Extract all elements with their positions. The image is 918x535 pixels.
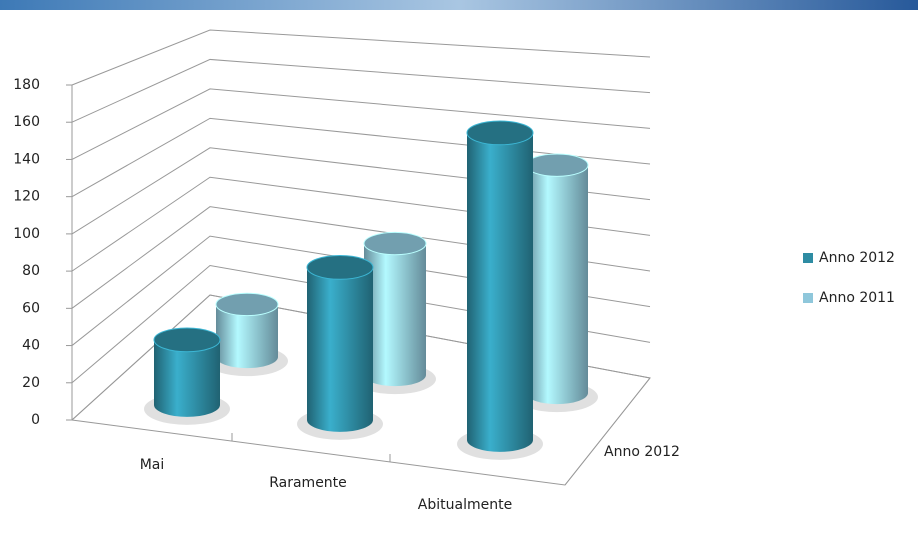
legend-swatch [803,253,813,263]
y-tick-label: 120 [13,189,40,205]
legend-label: Anno 2012 [819,250,895,266]
cylinder-body [364,243,426,387]
cylinder-top [466,120,534,146]
cylinder [354,231,436,395]
x-tick-label: Raramente [269,475,347,491]
plot [144,120,598,460]
grid-line [71,58,651,123]
y-tick-label: 100 [13,226,40,242]
y-tick-label: 0 [31,412,40,428]
legend: Anno 2012 Anno 2011 [803,250,895,306]
y-tick-label: 40 [22,338,40,354]
y-tick-label: 160 [13,114,40,130]
cylinder-body [467,132,533,452]
banner [0,0,918,10]
cylinder [516,153,598,413]
cylinder-top [215,292,279,317]
grid-line [71,88,651,160]
y-tick-label: 20 [22,375,40,391]
cylinder-top [306,255,374,280]
cylinder [457,120,543,460]
legend-label: Anno 2011 [819,290,895,306]
y-tick-label: 180 [13,77,40,93]
cylinder-body [526,165,588,405]
y-tick-label: 80 [22,263,40,279]
cylinder-body [154,339,220,417]
cylinder-body [216,304,278,369]
cylinder [206,292,288,377]
series-axis-label: Anno 2012 [604,444,680,460]
cylinder-top [525,153,589,177]
grid: 0 20 40 60 80 100 120 140 160 180 Mai Raramente Abit… [13,29,680,513]
grid-line [71,29,651,86]
x-tick-label: Abitualmente [418,497,512,513]
legend-swatch [803,293,813,303]
cylinder [297,255,383,440]
cylinder [144,327,230,425]
y-tick-label: 140 [13,151,40,167]
cylinder-body [307,267,373,432]
y-tick-label: 60 [22,300,40,316]
series-axis [564,377,651,486]
x-tick-label: Mai [140,457,165,473]
cylinder-top [363,231,427,256]
cylinder-top [153,327,221,353]
